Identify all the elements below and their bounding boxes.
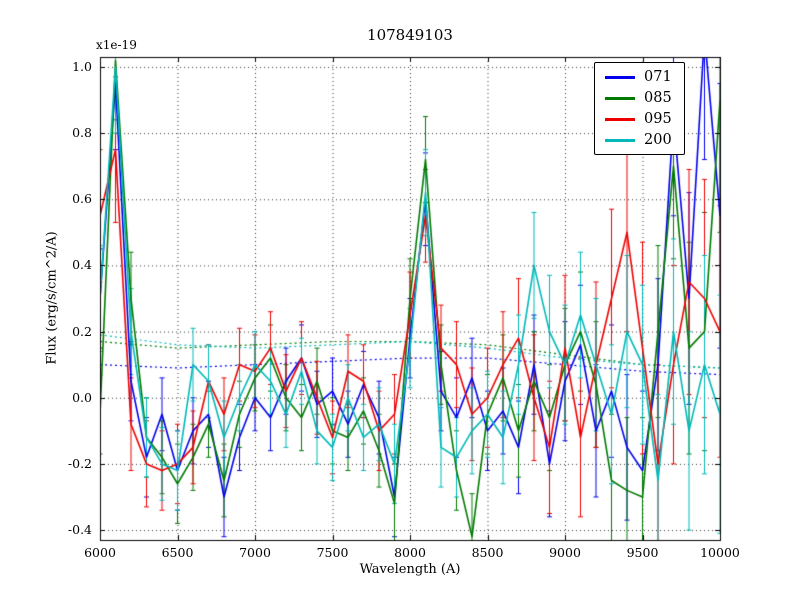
legend-line-swatch xyxy=(605,96,635,100)
y-tick-label: -0.2 xyxy=(67,455,92,471)
legend-label: 095 xyxy=(644,111,672,127)
legend-line-swatch xyxy=(605,138,635,142)
x-tick-label: 10000 xyxy=(700,545,740,560)
y-tick-label: 0.2 xyxy=(72,323,92,339)
y-tick-label: 0.4 xyxy=(72,257,92,273)
legend-label: 085 xyxy=(644,90,672,106)
legend-label: 200 xyxy=(644,132,672,148)
x-axis-label: Wavelength (A) xyxy=(359,562,461,577)
y-tick-label: 0.6 xyxy=(72,191,92,207)
x-tick-label: 8500 xyxy=(471,545,504,560)
legend-item: 085 xyxy=(605,90,672,106)
x-tick-label: 6000 xyxy=(84,545,116,560)
legend-item: 095 xyxy=(605,111,672,127)
legend-line-swatch xyxy=(605,117,635,121)
y-tick-label: 0.8 xyxy=(72,125,92,141)
x-tick-label: 9500 xyxy=(626,545,659,560)
x-tick-label: 6500 xyxy=(161,545,194,560)
x-tick-label: 9000 xyxy=(549,545,581,560)
legend: 071 085 095 200 xyxy=(594,62,685,155)
y-tick-label: 1.0 xyxy=(72,58,92,74)
y-tick-label: 0.0 xyxy=(72,389,92,405)
chart-title: 107849103 xyxy=(367,26,453,44)
y-axis-offset-label: x1e-19 xyxy=(96,38,137,52)
y-tick-label: -0.4 xyxy=(67,522,92,538)
x-tick-label: 7000 xyxy=(239,545,271,560)
legend-label: 071 xyxy=(644,69,672,85)
legend-item: 200 xyxy=(605,132,672,148)
x-tick-label: 7500 xyxy=(316,545,349,560)
x-tick-label: 8000 xyxy=(394,545,426,560)
legend-item: 071 xyxy=(605,69,672,85)
legend-line-swatch xyxy=(605,75,635,79)
y-axis-label: Flux (erg/s/cm^2/A) xyxy=(44,231,60,365)
